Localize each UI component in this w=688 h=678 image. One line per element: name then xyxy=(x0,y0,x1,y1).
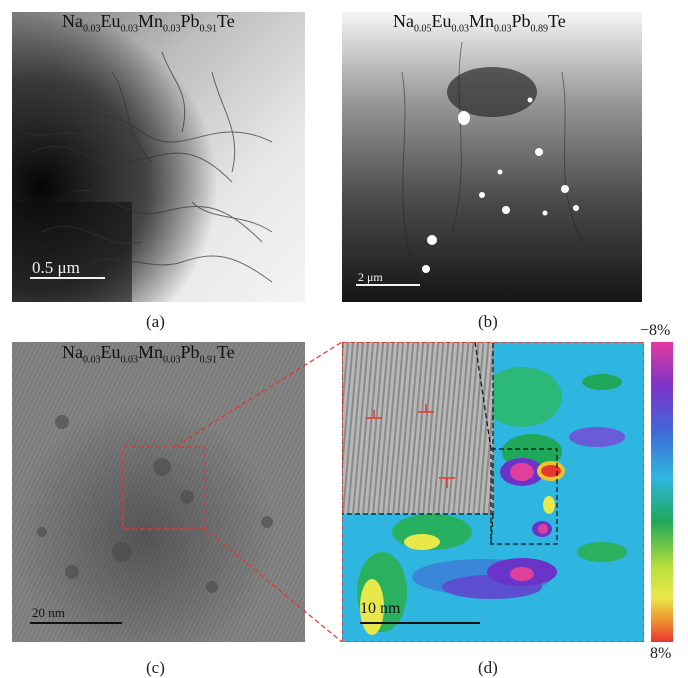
scale-label: 2 μm xyxy=(358,270,383,284)
colorbar-bottom-label: 8% xyxy=(650,645,672,662)
formula-a: Na0.03Eu0.03Mn0.03Pb0.91Te xyxy=(62,11,235,35)
formula-c: Na0.03Eu0.03Mn0.03Pb0.91Te xyxy=(62,342,235,366)
zoom-region-box xyxy=(122,446,206,530)
scale-label: 10 nm xyxy=(360,600,401,617)
panel-c-image: 20 nm xyxy=(12,342,305,642)
dislocation-symbol xyxy=(366,404,455,488)
tem-image-precipitates xyxy=(342,12,642,302)
panel-d-strain-map: 10 nm xyxy=(342,342,644,642)
formula-b: Na0.05Eu0.03Mn0.03Pb0.89Te xyxy=(393,11,566,35)
colorbar-top-label: −8% xyxy=(640,322,671,339)
hrtem-image xyxy=(12,342,305,642)
scale-bar xyxy=(30,622,122,624)
panel-b-image: 2 μm xyxy=(342,12,642,302)
fringe-inset xyxy=(342,342,494,515)
scale-label: 20 nm xyxy=(32,605,65,620)
scale-bar xyxy=(356,284,420,286)
caption-d: (d) xyxy=(478,658,498,677)
caption-a: (a) xyxy=(146,312,165,331)
strain-map xyxy=(342,342,644,642)
tem-image-dislocations xyxy=(12,12,305,302)
caption-c: (c) xyxy=(146,658,165,677)
scale-bar xyxy=(30,277,105,279)
caption-b: (b) xyxy=(478,312,498,331)
colorbar xyxy=(651,342,673,642)
scale-label: 0.5 μm xyxy=(32,258,80,277)
panel-a-image: 0.5 μm xyxy=(12,12,305,302)
zoom-region-box-d xyxy=(490,448,558,545)
